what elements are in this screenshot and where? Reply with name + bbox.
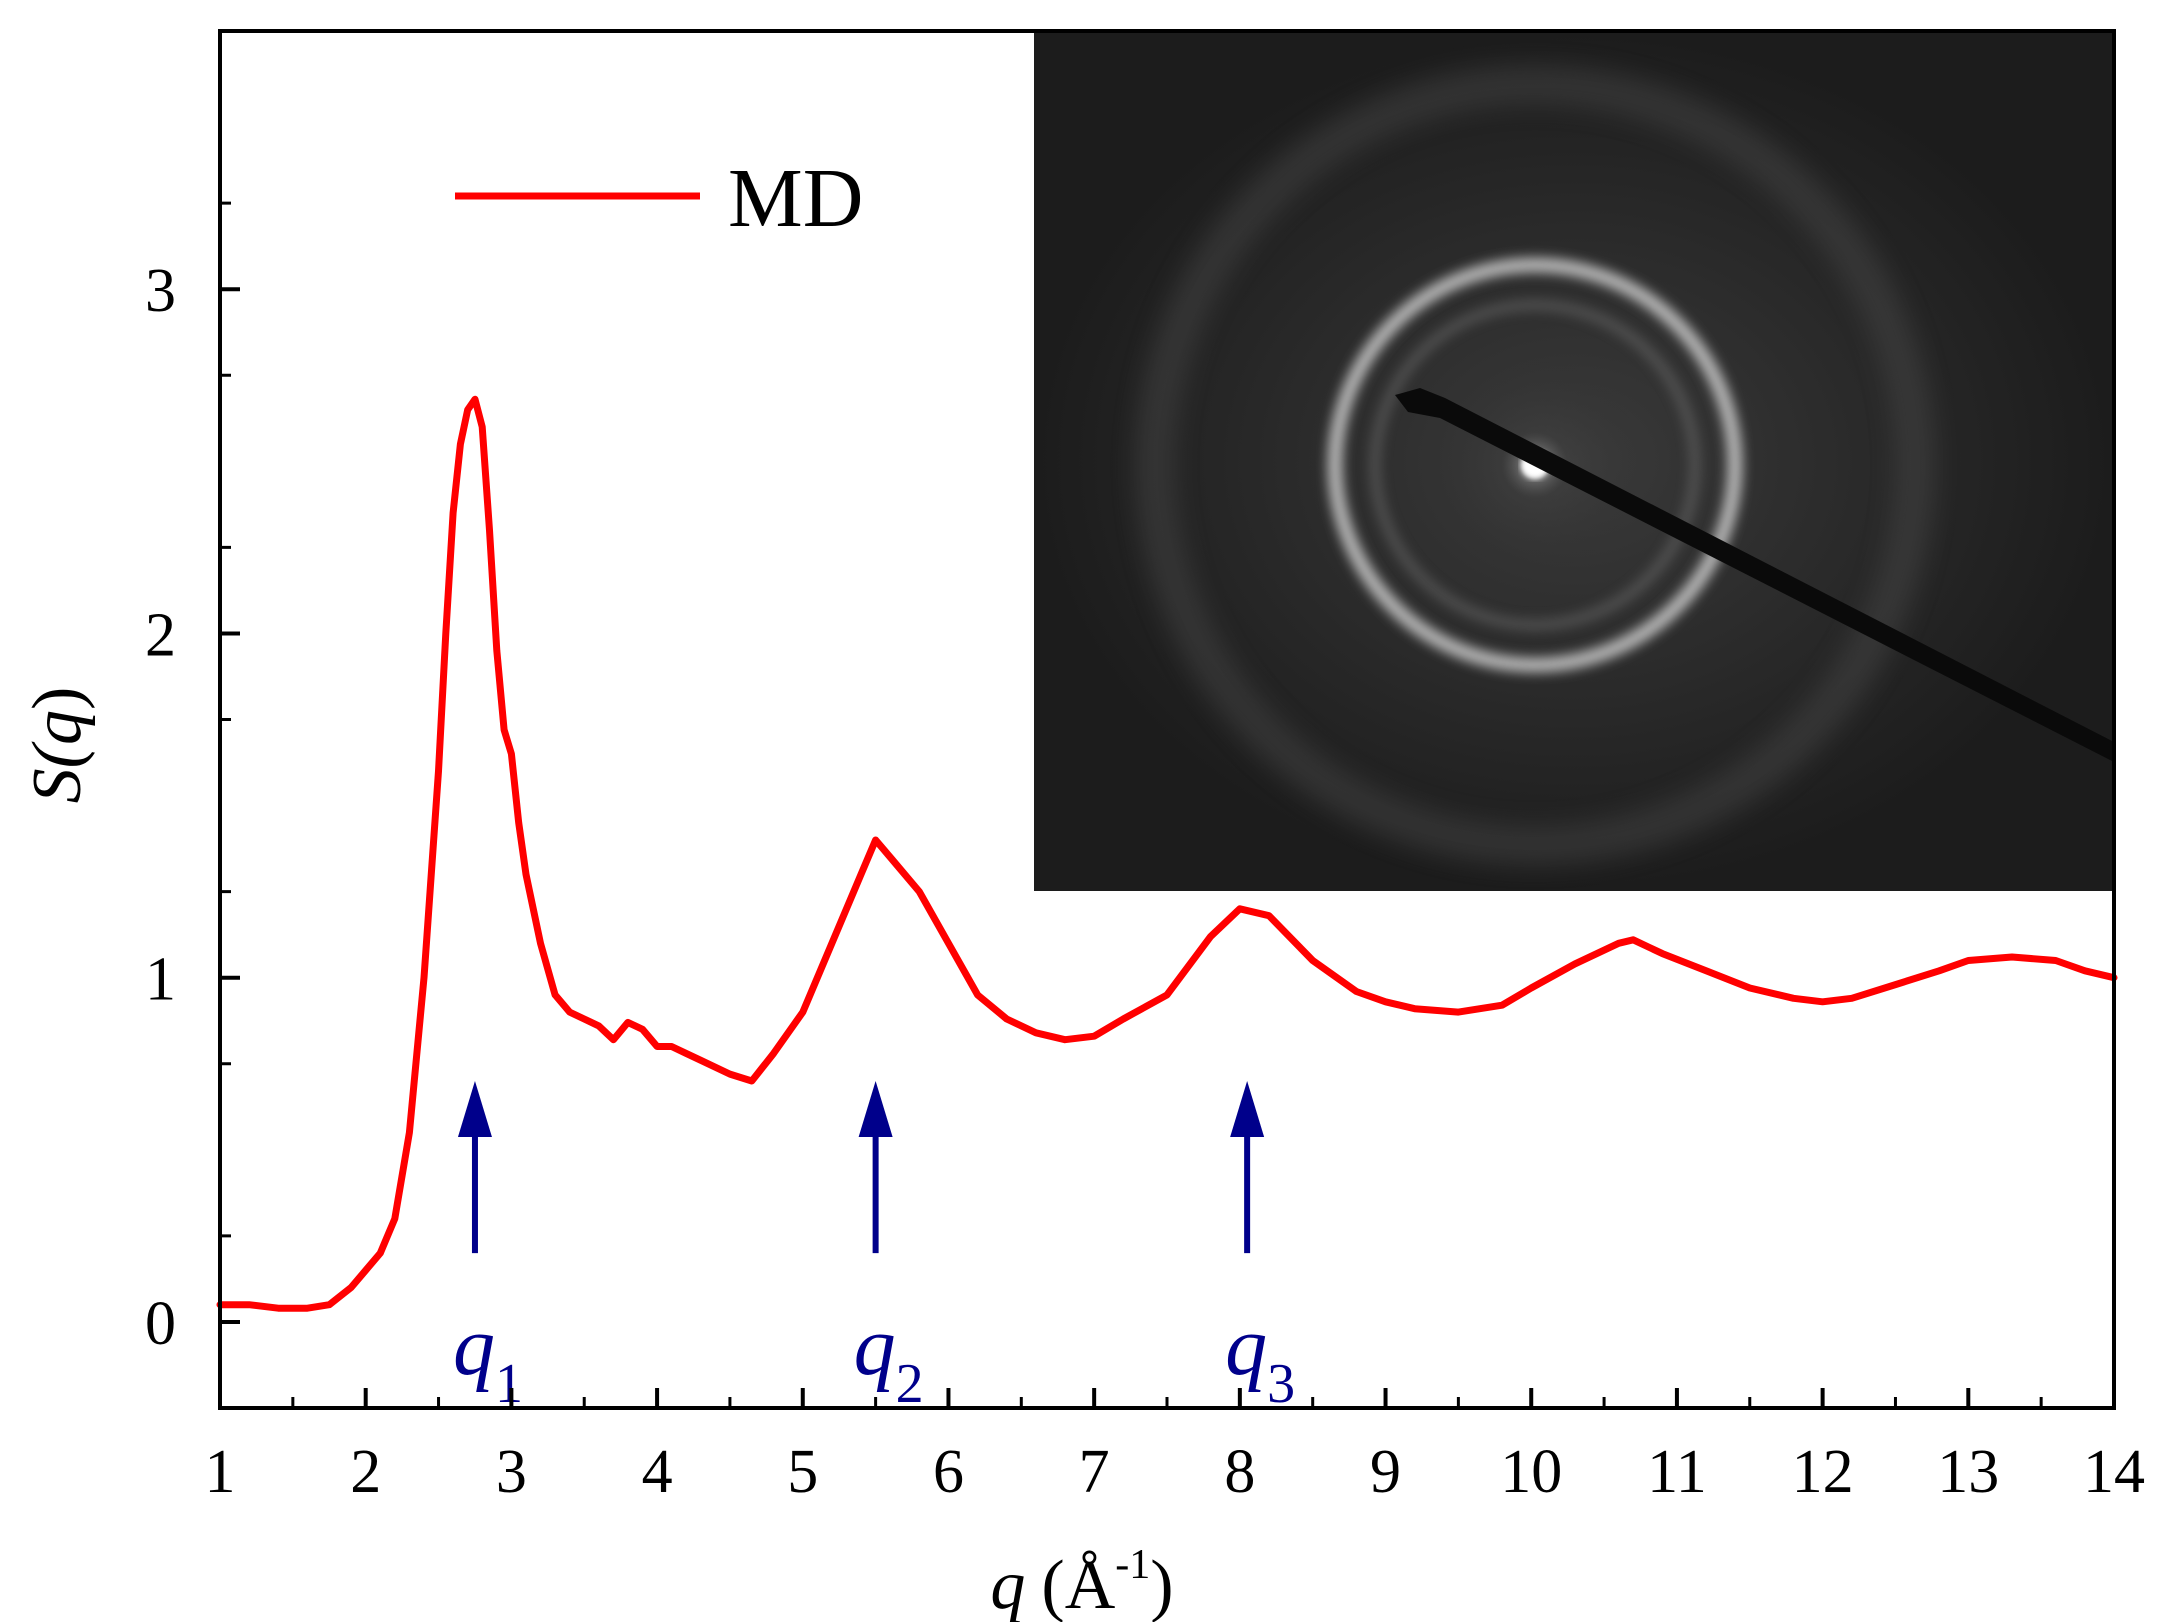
y-tick-label: 0: [145, 1290, 176, 1358]
peak-arrow-q1: q1: [453, 1080, 523, 1415]
y-tick-label: 2: [145, 601, 176, 669]
x-tick-label: 6: [933, 1438, 964, 1506]
y-axis-title-prefix: S(: [19, 741, 96, 803]
arrow-head: [1230, 1080, 1265, 1137]
x-tick-label: 10: [1500, 1438, 1562, 1506]
annotation-layer: q1 q2 q3: [453, 1080, 1295, 1415]
x-axis-title-close: ): [1150, 1547, 1173, 1622]
x-tick-label: 9: [1370, 1438, 1401, 1506]
x-tick-label: 5: [787, 1438, 818, 1506]
x-tick-label: 11: [1647, 1438, 1707, 1506]
peak-arrow-q2: q2: [854, 1080, 924, 1415]
x-tick-label: 13: [1937, 1438, 1999, 1506]
legend-md-label: MD: [728, 152, 863, 245]
inset-inner-ring: [1370, 300, 1700, 630]
peak-label-q2: q2: [854, 1300, 924, 1415]
x-tick-label: 12: [1792, 1438, 1854, 1506]
y-tick-label: 3: [145, 257, 176, 325]
x-axis-title-unit: (Å: [1041, 1547, 1115, 1622]
x-axis-title: q (Å-1): [990, 1542, 1173, 1622]
inset-outer-halo: [1135, 65, 1935, 865]
peak-label-q1: q1: [453, 1300, 523, 1415]
x-tick-label: 3: [496, 1438, 527, 1506]
diffraction-pattern-inset: [1034, 31, 2114, 891]
y-axis-title-suffix: ): [19, 687, 96, 710]
x-axis-title-exponent: -1: [1115, 1542, 1150, 1588]
y-axis-ticks: 0 1 2 3: [145, 29, 240, 1410]
arrow-head: [457, 1080, 492, 1137]
x-tick-label: 14: [2083, 1438, 2145, 1506]
y-tick-label: 1: [145, 946, 176, 1014]
peak-arrow-q3: q3: [1225, 1080, 1295, 1415]
series-layer: [216, 395, 2118, 1312]
x-axis-title-symbol: q: [990, 1547, 1025, 1622]
x-tick-label: 7: [1079, 1438, 1110, 1506]
x-tick-label: 1: [205, 1438, 236, 1506]
x-tick-label: 8: [1224, 1438, 1255, 1506]
y-axis-title: S(q): [19, 687, 96, 804]
y-axis-title-symbol: q: [19, 710, 96, 745]
inset-diffraction-ring: [1328, 258, 1742, 672]
x-tick-label: 4: [642, 1438, 673, 1506]
x-tick-label: 2: [350, 1438, 381, 1506]
legend: MD: [455, 152, 863, 245]
arrow-head: [858, 1080, 893, 1137]
peak-label-q3: q3: [1225, 1300, 1295, 1415]
inset-beam-stopper: [1395, 388, 2114, 762]
x-axis-ticks: 1 2 3 4 5 6 7 8 9 10 11 12 13 14: [205, 1388, 2145, 1506]
series-md-line: [216, 395, 2118, 1312]
